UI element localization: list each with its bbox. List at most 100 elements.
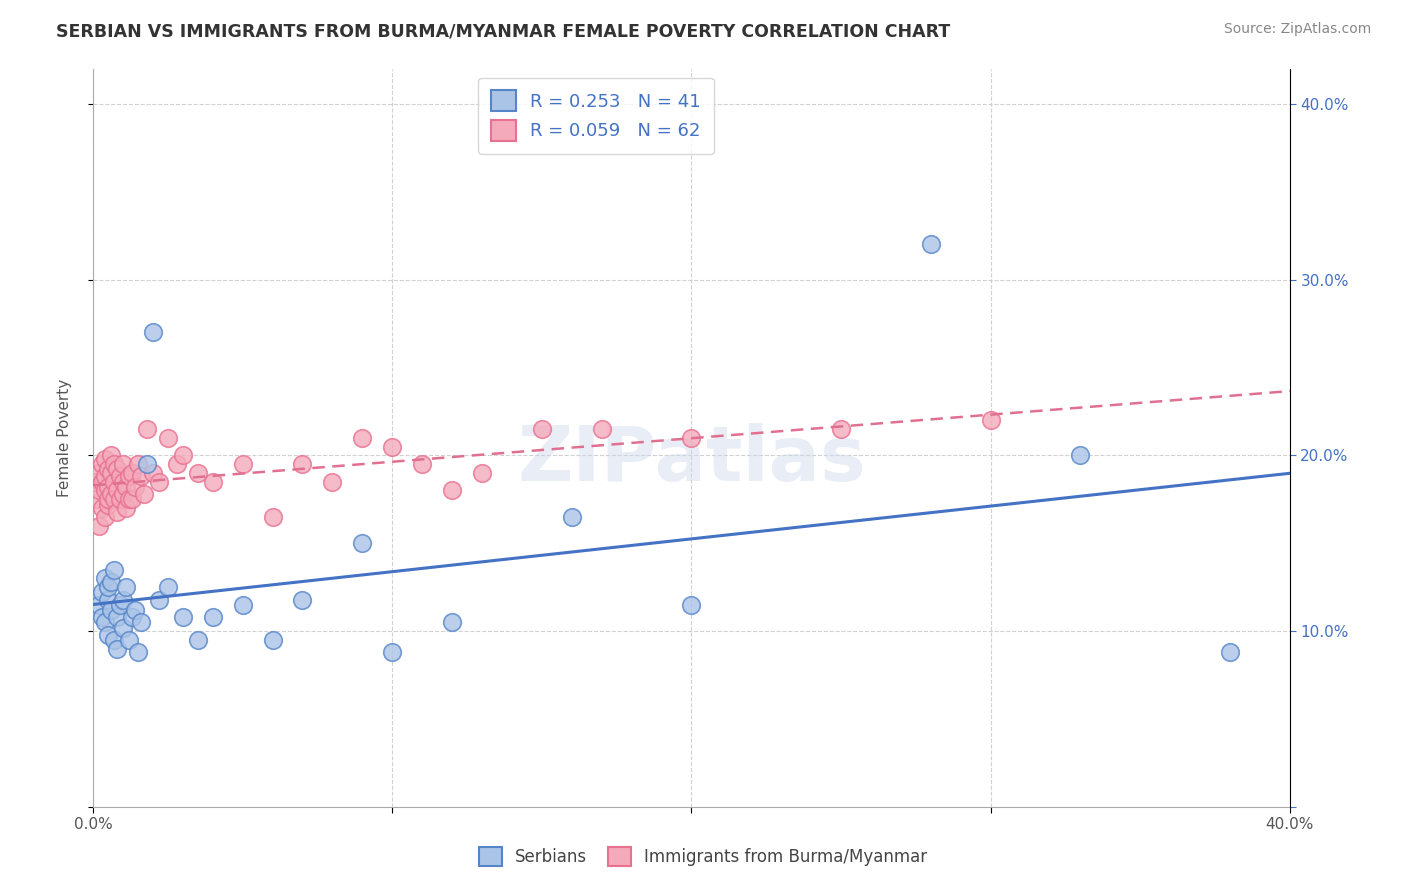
Point <box>97 492 120 507</box>
Point <box>129 615 152 630</box>
Point <box>97 462 120 476</box>
Point <box>142 466 165 480</box>
Point <box>352 431 374 445</box>
Point <box>103 492 125 507</box>
Point <box>91 610 114 624</box>
Point <box>108 598 131 612</box>
Point <box>321 475 343 489</box>
Point <box>156 580 179 594</box>
Point <box>105 610 128 624</box>
Point <box>91 457 114 471</box>
Point <box>980 413 1002 427</box>
Point <box>97 498 120 512</box>
Point <box>530 422 553 436</box>
Point <box>172 610 194 624</box>
Point <box>352 536 374 550</box>
Point <box>135 457 157 471</box>
Point <box>291 457 314 471</box>
Point <box>115 580 138 594</box>
Point <box>381 645 404 659</box>
Point <box>471 466 494 480</box>
Point <box>97 592 120 607</box>
Point <box>441 483 464 498</box>
Point <box>105 462 128 476</box>
Point <box>115 480 138 494</box>
Point <box>103 563 125 577</box>
Point <box>129 469 152 483</box>
Point <box>115 501 138 516</box>
Point <box>94 469 117 483</box>
Text: SERBIAN VS IMMIGRANTS FROM BURMA/MYANMAR FEMALE POVERTY CORRELATION CHART: SERBIAN VS IMMIGRANTS FROM BURMA/MYANMAR… <box>56 22 950 40</box>
Point <box>84 492 107 507</box>
Point <box>187 632 209 647</box>
Point <box>111 457 134 471</box>
Point <box>87 483 110 498</box>
Point <box>201 610 224 624</box>
Point <box>232 598 254 612</box>
Point <box>156 431 179 445</box>
Point <box>91 501 114 516</box>
Text: ZIPatlas: ZIPatlas <box>517 423 866 497</box>
Point <box>441 615 464 630</box>
Point <box>681 431 703 445</box>
Point <box>148 592 170 607</box>
Point <box>187 466 209 480</box>
Point <box>148 475 170 489</box>
Point <box>105 641 128 656</box>
Point <box>127 645 149 659</box>
Point <box>91 585 114 599</box>
Point <box>94 509 117 524</box>
Point <box>830 422 852 436</box>
Point <box>105 483 128 498</box>
Point <box>124 603 146 617</box>
Point <box>111 621 134 635</box>
Legend: Serbians, Immigrants from Burma/Myanmar: Serbians, Immigrants from Burma/Myanmar <box>471 838 935 875</box>
Point <box>97 480 120 494</box>
Point <box>118 469 141 483</box>
Point <box>121 610 143 624</box>
Text: Source: ZipAtlas.com: Source: ZipAtlas.com <box>1223 22 1371 37</box>
Point <box>135 422 157 436</box>
Point <box>591 422 613 436</box>
Point <box>87 466 110 480</box>
Point <box>166 457 188 471</box>
Point <box>142 325 165 339</box>
Point <box>87 518 110 533</box>
Point <box>100 603 122 617</box>
Point <box>103 475 125 489</box>
Point <box>94 483 117 498</box>
Point <box>111 475 134 489</box>
Point <box>127 457 149 471</box>
Point <box>561 509 583 524</box>
Point <box>108 492 131 507</box>
Point <box>381 440 404 454</box>
Point <box>97 580 120 594</box>
Point <box>121 492 143 507</box>
Point <box>1219 645 1241 659</box>
Point <box>681 598 703 612</box>
Y-axis label: Female Poverty: Female Poverty <box>58 378 72 497</box>
Point <box>262 632 284 647</box>
Point <box>124 480 146 494</box>
Point <box>84 475 107 489</box>
Point <box>118 632 141 647</box>
Point <box>920 237 942 252</box>
Point <box>100 487 122 501</box>
Point <box>262 509 284 524</box>
Point <box>132 487 155 501</box>
Point <box>91 475 114 489</box>
Point <box>108 469 131 483</box>
Point <box>105 505 128 519</box>
Point <box>103 457 125 471</box>
Point <box>291 592 314 607</box>
Point <box>118 492 141 507</box>
Point <box>94 615 117 630</box>
Point <box>94 451 117 466</box>
Point <box>103 632 125 647</box>
Point <box>172 448 194 462</box>
Point <box>201 475 224 489</box>
Point <box>100 466 122 480</box>
Point <box>111 592 134 607</box>
Point <box>97 628 120 642</box>
Point <box>100 574 122 589</box>
